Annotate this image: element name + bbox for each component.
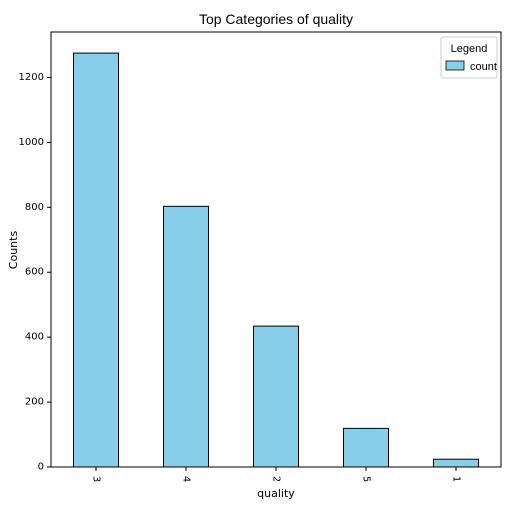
bar-1 [433, 458, 479, 468]
legend-title: Legend [451, 43, 488, 55]
bar-4 [163, 205, 209, 468]
y-tick-label-1200: 1200 [19, 72, 44, 83]
x-tick-label-2: 2 [271, 476, 282, 482]
bar-group [73, 52, 479, 468]
y-tick-label-600: 600 [25, 267, 44, 278]
legend-label-count: count [470, 61, 497, 73]
x-tick-label-1: 1 [451, 476, 462, 482]
x-axis-ticks: 3 4 2 5 1 [91, 467, 462, 482]
legend: Legend count [440, 36, 498, 79]
x-tick-label-5: 5 [361, 476, 372, 482]
legend-swatch-count [445, 60, 465, 71]
y-tick-label-800: 800 [25, 202, 44, 213]
plot-frame [50, 31, 502, 468]
y-tick-label-1000: 1000 [19, 137, 44, 148]
x-tick-label-4: 4 [181, 476, 192, 482]
y-tick-label-200: 200 [25, 397, 44, 408]
y-axis-ticks: 0 200 400 600 800 1000 1200 [19, 72, 51, 473]
x-axis-label: quality [257, 487, 295, 500]
bar-3 [73, 52, 119, 468]
y-axis-label: Counts [7, 231, 20, 270]
x-tick-label-3: 3 [91, 476, 102, 482]
y-tick-label-0: 0 [38, 462, 44, 473]
bar-5 [343, 427, 389, 468]
y-tick-label-400: 400 [25, 332, 44, 343]
bar-2 [253, 325, 299, 468]
chart-title: Top Categories of quality [199, 11, 353, 27]
